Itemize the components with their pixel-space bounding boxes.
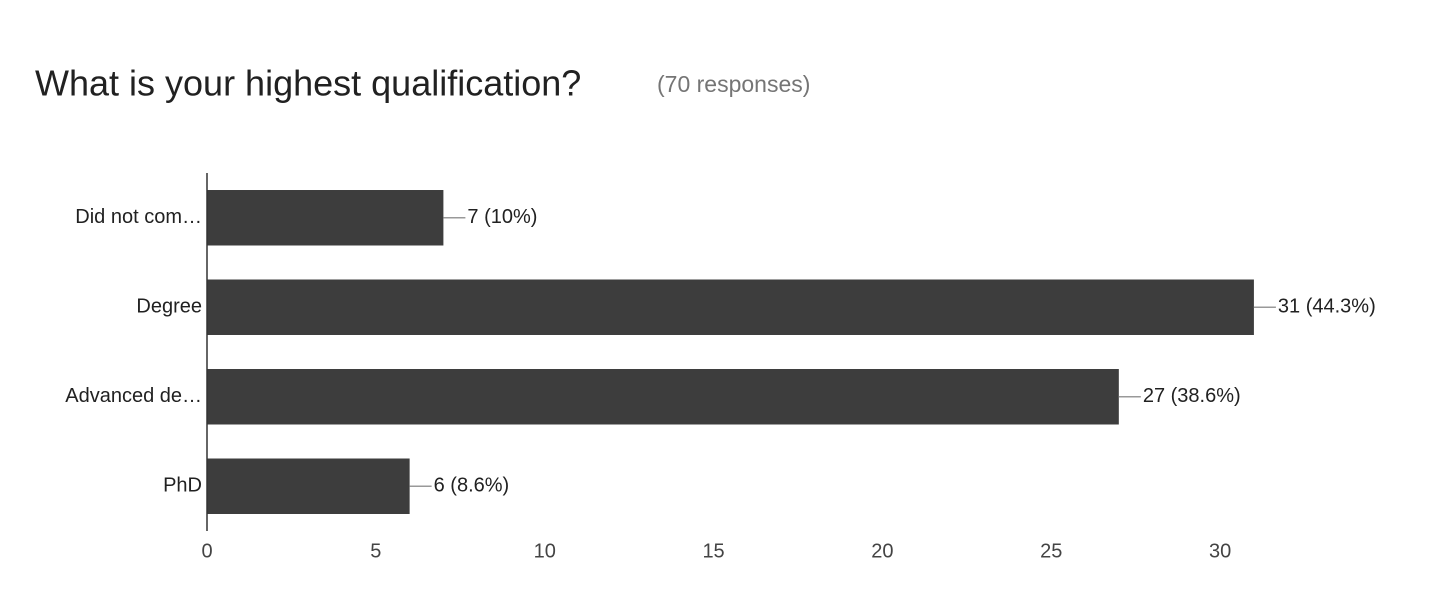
x-tick-label: 10 xyxy=(534,540,556,562)
bar xyxy=(207,369,1119,425)
x-tick-label: 20 xyxy=(871,540,893,562)
y-tick-label: Did not com… xyxy=(75,206,202,228)
x-tick-label: 15 xyxy=(702,540,724,562)
y-tick-label: Degree xyxy=(136,296,202,318)
value-label: 27 (38.6%) xyxy=(1143,385,1241,407)
value-label: 31 (44.3%) xyxy=(1278,296,1376,318)
y-tick-label: Advanced de… xyxy=(65,385,202,407)
bar xyxy=(207,458,410,514)
x-tick-label: 5 xyxy=(370,540,381,562)
chart-subtitle: (70 responses) xyxy=(657,71,810,97)
x-tick-label: 30 xyxy=(1209,540,1231,562)
value-label: 7 (10%) xyxy=(467,206,537,228)
y-tick-label: PhD xyxy=(163,475,202,497)
chart-title: What is your highest qualification? xyxy=(35,63,581,104)
x-tick-label: 0 xyxy=(201,540,212,562)
x-tick-label: 25 xyxy=(1040,540,1062,562)
value-label: 6 (8.6%) xyxy=(434,475,510,497)
bar xyxy=(207,279,1254,335)
bar xyxy=(207,190,444,246)
